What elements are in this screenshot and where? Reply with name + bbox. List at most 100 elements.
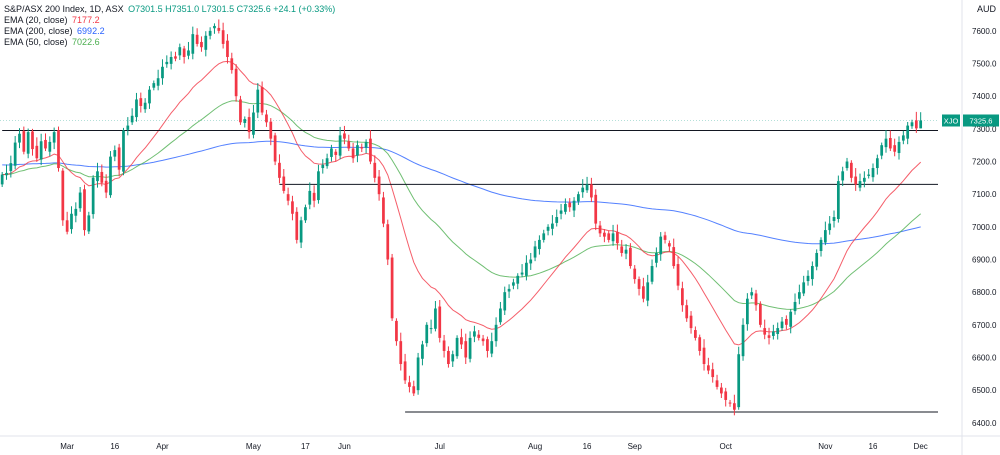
candle[interactable] xyxy=(871,168,875,178)
candle[interactable] xyxy=(299,220,303,243)
candle[interactable] xyxy=(546,226,550,231)
candle[interactable] xyxy=(637,279,641,289)
indicator-ema50[interactable]: EMA (50, close) 7022.6 xyxy=(4,37,335,48)
candle[interactable] xyxy=(13,142,17,166)
candle[interactable] xyxy=(0,174,4,185)
candle[interactable] xyxy=(265,114,268,123)
candle[interactable] xyxy=(386,224,390,260)
candle[interactable] xyxy=(555,217,559,223)
candle[interactable] xyxy=(187,50,190,56)
candle[interactable] xyxy=(65,220,69,232)
candle[interactable] xyxy=(295,211,299,240)
candle[interactable] xyxy=(797,292,801,299)
candle[interactable] xyxy=(243,119,247,123)
candle[interactable] xyxy=(39,141,43,160)
candle[interactable] xyxy=(767,335,771,338)
candle[interactable] xyxy=(230,58,234,71)
candle[interactable] xyxy=(594,194,598,224)
candle[interactable] xyxy=(156,78,160,86)
candle[interactable] xyxy=(468,337,472,359)
candle[interactable] xyxy=(681,288,684,306)
indicator-ema20[interactable]: EMA (20, close) 7177.2 xyxy=(4,15,335,26)
candle[interactable] xyxy=(663,235,667,240)
candle[interactable] xyxy=(429,328,433,330)
candle[interactable] xyxy=(325,158,329,167)
candle[interactable] xyxy=(217,27,221,31)
candle[interactable] xyxy=(659,236,663,255)
candle[interactable] xyxy=(464,341,468,358)
candle[interactable] xyxy=(893,145,897,152)
candle[interactable] xyxy=(373,162,377,178)
candle[interactable] xyxy=(382,197,385,224)
candle[interactable] xyxy=(707,365,710,371)
candle[interactable] xyxy=(754,293,758,306)
candle[interactable] xyxy=(260,87,264,113)
candle[interactable] xyxy=(598,225,602,234)
candle[interactable] xyxy=(724,391,728,400)
candle[interactable] xyxy=(841,171,845,181)
candle[interactable] xyxy=(143,102,147,110)
candle[interactable] xyxy=(473,331,476,337)
candle[interactable] xyxy=(100,171,104,183)
candle[interactable] xyxy=(564,203,567,212)
candle[interactable] xyxy=(603,232,606,237)
candle[interactable] xyxy=(9,163,13,171)
candle[interactable] xyxy=(642,286,645,299)
candle[interactable] xyxy=(425,324,429,344)
candle[interactable] xyxy=(447,350,450,365)
candle[interactable] xyxy=(624,249,628,254)
candle[interactable] xyxy=(880,145,884,156)
candle[interactable] xyxy=(35,145,39,159)
candle[interactable] xyxy=(858,181,862,188)
candle[interactable] xyxy=(828,223,832,231)
candle[interactable] xyxy=(321,164,325,169)
candle[interactable] xyxy=(57,130,60,169)
candle[interactable] xyxy=(802,282,806,294)
candle[interactable] xyxy=(304,207,307,221)
candle[interactable] xyxy=(408,382,411,387)
candle[interactable] xyxy=(789,311,793,327)
candle[interactable] xyxy=(490,341,494,354)
candle[interactable] xyxy=(810,266,814,280)
indicator-ema200[interactable]: EMA (200, close) 6992.2 xyxy=(4,26,335,37)
candle[interactable] xyxy=(460,337,463,345)
candle[interactable] xyxy=(845,161,849,169)
candle[interactable] xyxy=(421,344,424,359)
candle[interactable] xyxy=(356,145,359,156)
candle[interactable] xyxy=(520,272,524,275)
candle[interactable] xyxy=(195,34,199,44)
candle[interactable] xyxy=(823,230,827,243)
candle[interactable] xyxy=(676,264,680,286)
candle[interactable] xyxy=(5,172,8,176)
candle[interactable] xyxy=(507,288,511,292)
candle[interactable] xyxy=(286,194,290,201)
candle[interactable] xyxy=(897,141,901,154)
candle[interactable] xyxy=(130,115,134,123)
candle[interactable] xyxy=(832,217,836,221)
candle[interactable] xyxy=(585,184,589,191)
candle[interactable] xyxy=(746,298,749,325)
candle[interactable] xyxy=(715,380,719,387)
candle[interactable] xyxy=(780,321,784,329)
candle[interactable] xyxy=(559,210,563,214)
candle[interactable] xyxy=(161,66,164,79)
candle[interactable] xyxy=(793,301,797,312)
candle[interactable] xyxy=(44,139,47,149)
candle[interactable] xyxy=(61,170,65,221)
candle[interactable] xyxy=(815,252,819,267)
candle[interactable] xyxy=(291,201,294,214)
candle[interactable] xyxy=(213,25,216,29)
candle[interactable] xyxy=(901,135,905,141)
candle[interactable] xyxy=(360,147,364,149)
candle[interactable] xyxy=(455,337,459,357)
candle[interactable] xyxy=(239,99,242,123)
candle[interactable] xyxy=(525,262,528,276)
candle[interactable] xyxy=(867,174,871,176)
candle[interactable] xyxy=(910,122,914,127)
candle[interactable] xyxy=(135,99,138,118)
candle[interactable] xyxy=(403,361,407,381)
candle[interactable] xyxy=(256,89,260,113)
candle[interactable] xyxy=(312,192,316,201)
candle[interactable] xyxy=(533,246,537,258)
